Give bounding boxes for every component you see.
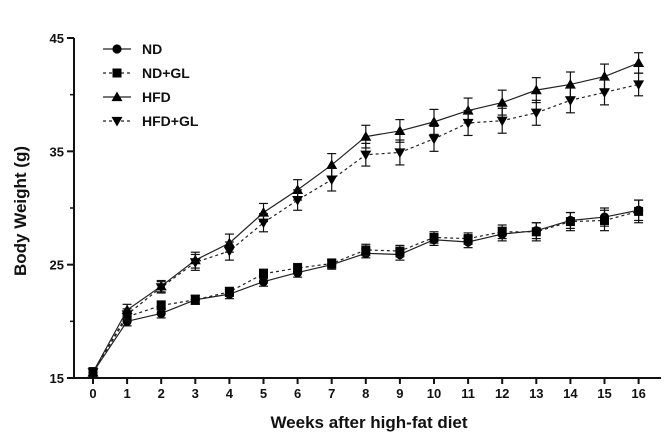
series-hfd bbox=[87, 52, 645, 378]
data-point-hfd bbox=[292, 184, 304, 194]
series-line-nd-gl bbox=[92, 210, 639, 373]
data-point-nd bbox=[156, 308, 166, 318]
data-point-nd-gl bbox=[259, 269, 268, 279]
series-nd-gl bbox=[88, 199, 644, 378]
data-point-hfd-gl bbox=[360, 150, 372, 161]
x-tick-label: 1 bbox=[123, 386, 130, 401]
data-point-nd-gl bbox=[224, 287, 234, 297]
x-tick-label: 3 bbox=[192, 386, 199, 401]
y-tick-label: 25 bbox=[50, 258, 64, 273]
data-point-nd-gl bbox=[600, 215, 609, 225]
y-tick-label: 35 bbox=[50, 144, 64, 159]
x-tick-label: 11 bbox=[461, 386, 475, 401]
series-line-nd bbox=[92, 209, 639, 373]
legend-marker-nd-gl bbox=[112, 68, 122, 78]
data-point-hfd bbox=[633, 57, 645, 68]
legend-label: ND bbox=[142, 41, 162, 57]
legend-item-nd: ND bbox=[103, 41, 162, 57]
data-point-hfd-gl bbox=[462, 118, 474, 129]
x-tick-label: 4 bbox=[226, 386, 234, 401]
data-point-nd-gl bbox=[429, 232, 439, 242]
data-point-hfd bbox=[428, 116, 440, 126]
data-point-nd-gl bbox=[190, 295, 200, 305]
data-point-hfd bbox=[564, 78, 576, 89]
legend-label: HFD+GL bbox=[142, 113, 199, 129]
legend-marker-nd bbox=[112, 44, 122, 54]
data-point-hfd-gl bbox=[564, 96, 576, 106]
data-point-hfd-gl bbox=[258, 218, 269, 229]
data-point-hfd bbox=[326, 159, 338, 170]
data-point-hfd-gl bbox=[428, 134, 440, 145]
data-point-hfd-gl bbox=[189, 258, 201, 268]
x-tick-label: 8 bbox=[362, 386, 369, 401]
data-point-hfd-gl bbox=[599, 88, 610, 98]
data-point-nd-gl bbox=[293, 263, 303, 273]
data-point-nd bbox=[258, 277, 269, 287]
data-point-hfd bbox=[394, 125, 406, 136]
x-tick-label: 13 bbox=[529, 386, 543, 401]
data-point-nd-gl bbox=[327, 259, 337, 269]
x-axis-title: Weeks after high-fat diet bbox=[270, 413, 467, 432]
y-axis-title: Body Weight (g) bbox=[11, 146, 30, 276]
legend-item-hfd: HFD bbox=[103, 89, 171, 105]
x-tick-label: 14 bbox=[563, 386, 578, 401]
legend-item-hfd-gl: HFD+GL bbox=[103, 113, 199, 129]
data-point-nd-gl bbox=[531, 227, 541, 237]
data-point-hfd bbox=[530, 84, 542, 95]
data-point-hfd-gl bbox=[326, 175, 338, 186]
series-line-hfd bbox=[92, 62, 639, 373]
series-nd bbox=[88, 199, 644, 378]
x-tick-label: 15 bbox=[597, 386, 611, 401]
data-point-nd-gl bbox=[463, 234, 473, 244]
data-point-hfd bbox=[360, 131, 372, 141]
legend-label: HFD bbox=[142, 89, 171, 105]
x-tick-label: 7 bbox=[328, 386, 335, 401]
x-tick-label: 10 bbox=[427, 386, 441, 401]
data-point-hfd-gl bbox=[155, 283, 167, 293]
x-tick-label: 16 bbox=[631, 386, 645, 401]
data-point-hfd-gl bbox=[496, 116, 508, 127]
legend-marker-hfd-gl bbox=[111, 116, 123, 127]
data-point-hfd-gl bbox=[292, 195, 304, 206]
x-tick-label: 0 bbox=[89, 386, 96, 401]
x-tick-label: 9 bbox=[396, 386, 403, 401]
data-point-nd-gl bbox=[497, 227, 507, 237]
legend-marker-hfd bbox=[111, 91, 123, 102]
data-point-hfd bbox=[496, 97, 508, 107]
data-point-nd-gl bbox=[634, 206, 644, 216]
x-tick-label: 5 bbox=[260, 386, 267, 401]
data-point-hfd-gl bbox=[223, 246, 235, 257]
y-tick-label: 15 bbox=[50, 371, 64, 386]
data-point-nd-gl bbox=[361, 245, 371, 255]
y-tick-label: 45 bbox=[50, 31, 64, 46]
data-point-hfd bbox=[462, 105, 474, 115]
data-point-hfd-gl bbox=[394, 148, 406, 158]
data-point-hfd-gl bbox=[87, 368, 99, 378]
x-tick-label: 6 bbox=[294, 386, 301, 401]
series-hfd-gl bbox=[87, 72, 645, 378]
data-point-nd-gl bbox=[565, 217, 575, 227]
data-point-hfd-gl bbox=[530, 108, 542, 119]
legend-label: ND+GL bbox=[142, 65, 190, 81]
data-point-nd-gl bbox=[156, 300, 166, 310]
legend-item-nd-gl: ND+GL bbox=[103, 65, 190, 81]
data-point-hfd bbox=[599, 71, 610, 81]
x-tick-label: 12 bbox=[495, 386, 509, 401]
series-layer bbox=[87, 52, 645, 378]
data-point-hfd-gl bbox=[121, 310, 133, 321]
legend: ND ND+GL HFD HFD+GL bbox=[103, 41, 199, 129]
data-point-nd-gl bbox=[395, 246, 405, 256]
x-tick-label: 2 bbox=[158, 386, 165, 401]
data-point-hfd-gl bbox=[633, 80, 645, 90]
